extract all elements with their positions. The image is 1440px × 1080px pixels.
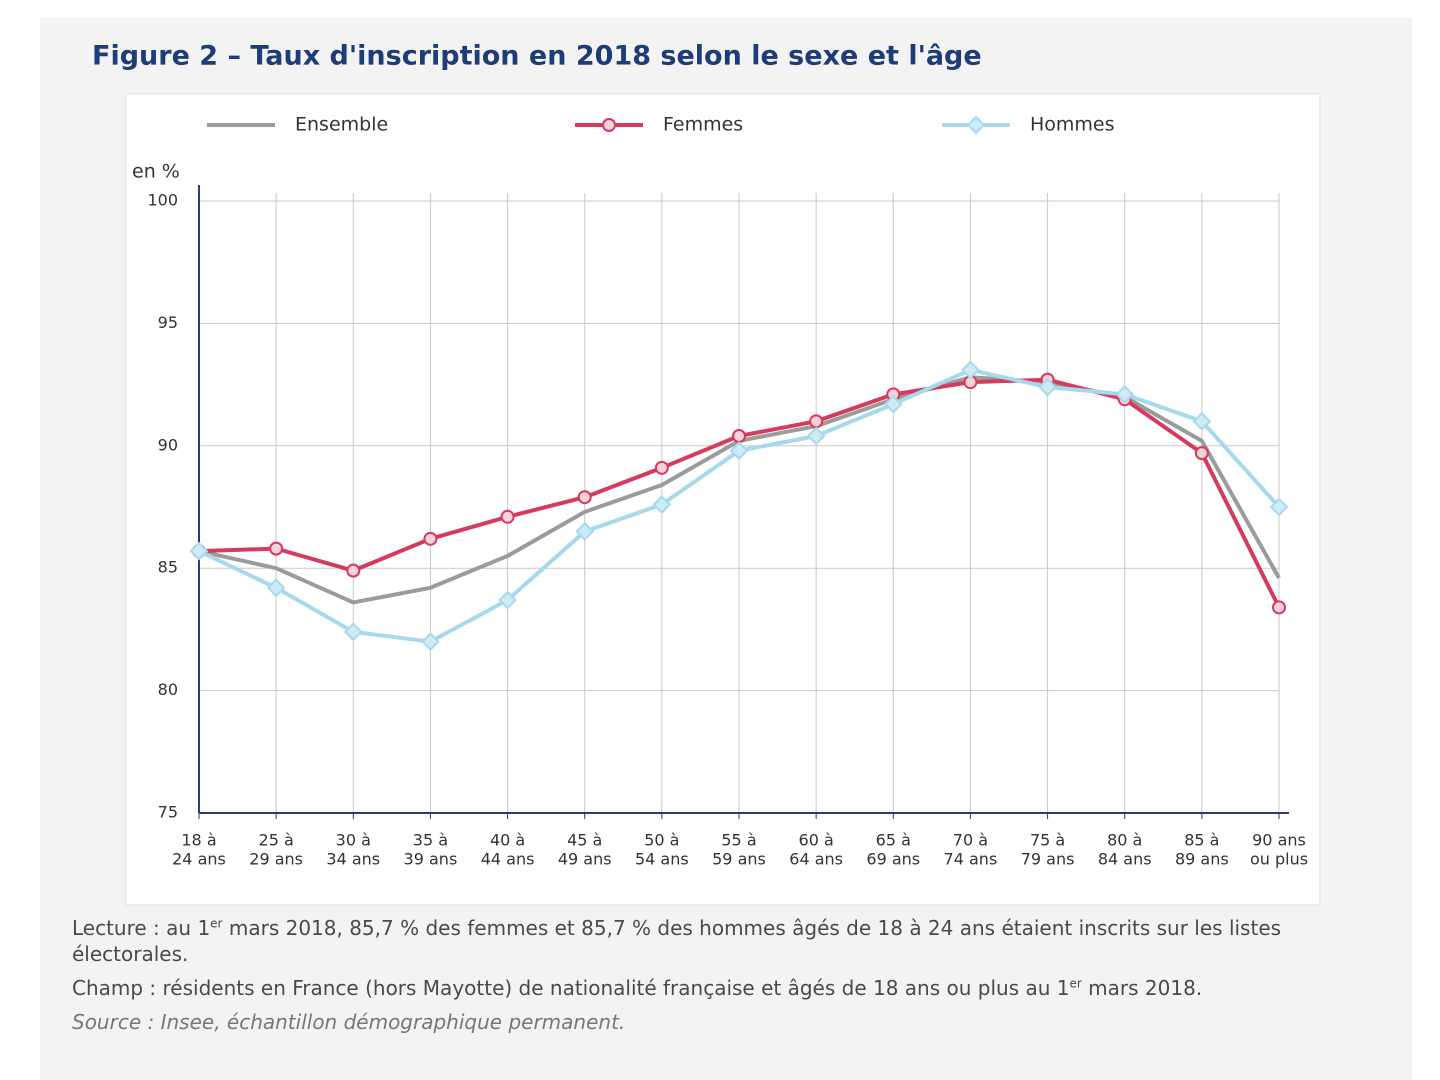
y-tick-label: 95 (158, 313, 178, 332)
superscript: er (1069, 976, 1082, 991)
point (575, 522, 595, 541)
x-tick-label: 64 ans (789, 850, 843, 869)
x-tick-label: 74 ans (944, 850, 998, 869)
chart: Figure 2 – Taux d'inscription en 2018 se… (92, 41, 1321, 906)
x-tick-label: 79 ans (1021, 850, 1075, 869)
point (654, 460, 669, 475)
legend-marker (966, 115, 986, 135)
x-tick-label: ou plus (1250, 850, 1308, 869)
x-tick-label: 89 ans (1175, 850, 1229, 869)
x-tick-label: 24 ans (172, 850, 226, 869)
y-tick-label: 80 (158, 680, 178, 699)
y-tick-label: 85 (158, 558, 178, 577)
x-tick-label: 70 à (953, 831, 988, 850)
text: mars 2018. (1081, 976, 1203, 1000)
point (1192, 411, 1212, 431)
y-tick-label: 100 (147, 191, 178, 210)
point (423, 531, 438, 546)
x-tick-label: 45 à (567, 831, 602, 850)
point (346, 563, 361, 578)
point (652, 495, 672, 514)
notes: Lecture : au 1er mars 2018, 85,7 % des f… (72, 915, 1362, 1043)
point (1272, 600, 1286, 615)
point (269, 541, 284, 556)
x-tick-label: 34 ans (326, 850, 380, 869)
x-tick-label: 39 ans (404, 850, 458, 869)
point (883, 394, 903, 414)
x-tick-label: 85 à (1184, 831, 1219, 850)
x-tick-label: 30 à (336, 831, 371, 850)
text: mars 2018, 85,7 % des femmes et 85,7 % d… (72, 916, 1282, 966)
point (809, 414, 824, 429)
point (498, 590, 517, 610)
legend-label: Ensemble (295, 114, 388, 136)
point (1194, 446, 1209, 461)
x-tick-label: 75 à (1030, 831, 1065, 850)
x-tick-label: 59 ans (712, 850, 766, 869)
point (1269, 497, 1289, 517)
x-tick-label: 80 à (1107, 831, 1142, 850)
point (806, 426, 826, 446)
point (577, 490, 592, 505)
point (266, 578, 286, 598)
source-note: Source : Insee, échantillon démographiqu… (72, 1010, 626, 1034)
point (421, 632, 440, 652)
x-tick-label: 69 ans (866, 850, 920, 869)
x-tick-label: 90 ans (1252, 831, 1306, 850)
point (189, 541, 209, 561)
x-tick-label: 60 à (799, 831, 834, 850)
chart-title: Figure 2 – Taux d'inscription en 2018 se… (92, 41, 982, 72)
x-tick-label: 65 à (876, 831, 911, 850)
legend-marker (602, 118, 616, 132)
point (1038, 377, 1057, 397)
x-tick-label: 44 ans (481, 850, 535, 869)
y-tick-label: 75 (158, 803, 178, 822)
y-axis-label: en % (132, 161, 180, 183)
point (1115, 384, 1135, 404)
superscript: er (210, 916, 223, 931)
y-tick-label: 90 (158, 435, 178, 454)
x-tick-label: 35 à (413, 831, 448, 850)
point (500, 509, 515, 524)
x-tick-label: 49 ans (558, 850, 612, 869)
legend-label: Hommes (1030, 114, 1115, 136)
x-tick-label: 54 ans (635, 850, 689, 869)
x-tick-label: 29 ans (249, 850, 303, 869)
x-tick-label: 40 à (490, 831, 525, 850)
champ-note: Champ : résidents en France (hors Mayott… (72, 975, 1362, 1001)
text: Champ : résidents en France (hors Mayott… (72, 976, 1070, 1000)
point (732, 429, 746, 444)
point (961, 360, 980, 380)
series (189, 360, 1289, 652)
point (729, 441, 749, 461)
x-tick-label: 25 à (259, 831, 294, 850)
chart-box (125, 93, 1321, 906)
x-tick-label: 55 à (721, 831, 756, 850)
x-tick-label: 84 ans (1098, 850, 1152, 869)
lecture-note: Lecture : au 1er mars 2018, 85,7 % des f… (72, 915, 1362, 967)
x-tick-label: 18 à (181, 831, 216, 850)
x-tick-label: 50 à (644, 831, 679, 850)
legend-label: Femmes (663, 114, 743, 136)
point (343, 622, 363, 642)
text: Lecture : au 1 (72, 916, 211, 940)
